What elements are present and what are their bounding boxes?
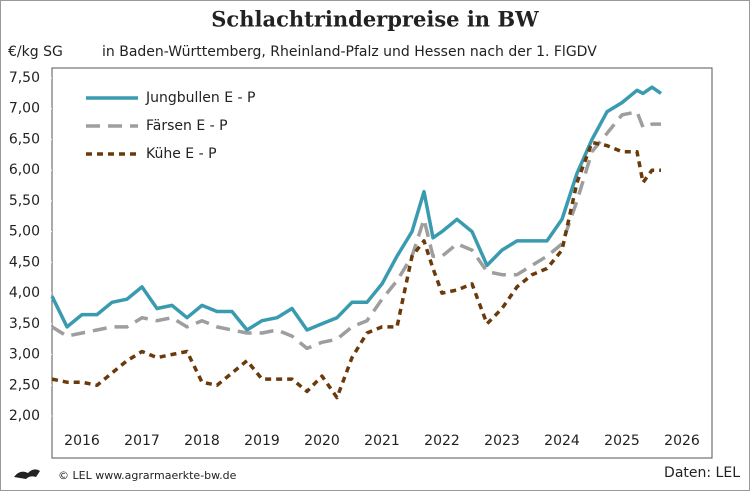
- x-tick-label: 2026: [664, 433, 700, 449]
- x-tick-label: 2016: [64, 433, 100, 449]
- x-tick-label: 2019: [244, 433, 280, 449]
- y-tick-label: 2,50: [9, 377, 40, 393]
- chart-title: Schlachtrinderpreise in BW: [211, 7, 539, 32]
- y-tick-label: 3,00: [9, 347, 40, 363]
- y-tick-label: 4,00: [9, 285, 40, 301]
- x-tick-label: 2017: [124, 433, 160, 449]
- y-tick-label: 5,50: [9, 193, 40, 209]
- y-tick-label: 7,50: [9, 70, 40, 86]
- logo: [14, 469, 40, 479]
- y-tick-label: 3,50: [9, 316, 40, 332]
- y-axis-label: €/kg SG: [8, 44, 63, 60]
- plot-frame: [51, 67, 713, 459]
- y-tick-label: 6,00: [9, 162, 40, 178]
- series-line: [51, 110, 661, 351]
- legend-label: Kühe E - P: [146, 146, 217, 162]
- y-tick-label: 2,00: [9, 408, 40, 424]
- x-tick-label: 2024: [544, 433, 580, 449]
- x-tick-label: 2023: [484, 433, 520, 449]
- x-tick-label: 2018: [184, 433, 220, 449]
- subtitle: in Baden-Württemberg, Rheinland-Pfalz un…: [102, 44, 597, 60]
- source: Daten: LEL: [664, 465, 740, 481]
- y-tick-label: 4,50: [9, 254, 40, 270]
- x-tick-label: 2025: [604, 433, 640, 449]
- legend-label: Jungbullen E - P: [145, 90, 255, 106]
- legend-label: Färsen E - P: [146, 118, 228, 134]
- copyright: © LEL www.agrarmaerkte-bw.de: [58, 469, 237, 482]
- x-tick-label: 2021: [364, 433, 400, 449]
- y-tick-label: 7,00: [9, 101, 40, 117]
- y-tick-label: 5,00: [9, 224, 40, 240]
- y-tick-label: 6,50: [9, 131, 40, 147]
- series-line: [50, 85, 662, 332]
- x-tick-label: 2022: [424, 433, 460, 449]
- x-tick-label: 2020: [304, 433, 340, 449]
